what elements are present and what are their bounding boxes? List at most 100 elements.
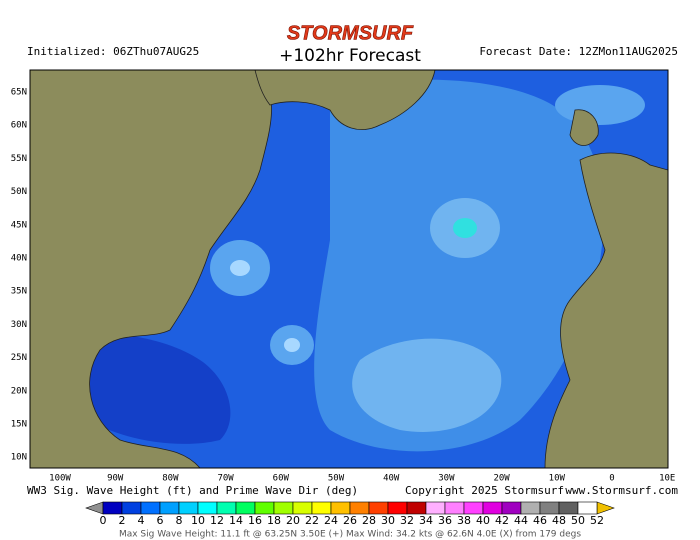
colorbar-label: 8 bbox=[176, 514, 183, 527]
lon-label: 100W bbox=[49, 474, 71, 484]
colorbar-swatch bbox=[292, 501, 313, 515]
colorbar-swatch bbox=[102, 501, 123, 515]
footer: Max Sig Wave Height: 11.1 ft @ 63.25N 3.… bbox=[119, 530, 581, 540]
colorbar-label: 52 bbox=[590, 514, 604, 527]
colorbar-label: 32 bbox=[400, 514, 414, 527]
land-europe-africa bbox=[544, 152, 669, 469]
colorbar-label: 22 bbox=[305, 514, 319, 527]
gulf-region bbox=[80, 333, 231, 444]
colorbar: 0 2 4 6 8 10 12 14 16 18 20 22 24 26 28 30 32 34 36 38 40 42 4… bbox=[85, 501, 615, 527]
swell-core bbox=[453, 218, 477, 238]
lon-label: 10W bbox=[549, 474, 566, 484]
colorbar-label: 4 bbox=[138, 514, 145, 527]
lon-label: 70W bbox=[217, 474, 234, 484]
lat-labels: 65N 60N 55N 50N 45N 40N 35N 30N 25N 20N 15N 10N bbox=[11, 88, 27, 463]
colorbar-swatch bbox=[368, 501, 389, 515]
colorbar-label: 50 bbox=[571, 514, 585, 527]
colorbar-label: 28 bbox=[362, 514, 376, 527]
colorbar-label: 44 bbox=[514, 514, 528, 527]
colorbar-label: 34 bbox=[419, 514, 433, 527]
colorbar-label: 20 bbox=[286, 514, 300, 527]
caption-copyright: Copyright 2025 Stormsurf bbox=[405, 484, 564, 497]
title: +102hr Forecast bbox=[279, 46, 421, 66]
colorbar-swatch bbox=[235, 501, 256, 515]
lat-label: 20N bbox=[11, 386, 27, 396]
colorbar-label: 42 bbox=[495, 514, 509, 527]
lat-label: 35N bbox=[11, 287, 27, 297]
colorbar-swatch bbox=[406, 501, 427, 515]
colorbar-swatch bbox=[216, 501, 237, 515]
colorbar-swatch bbox=[463, 501, 484, 515]
colorbar-label: 26 bbox=[343, 514, 357, 527]
colorbar-label: 14 bbox=[229, 514, 243, 527]
colorbar-swatch bbox=[330, 501, 351, 515]
lat-label: 45N bbox=[11, 220, 27, 230]
colorbar-swatch bbox=[121, 501, 142, 515]
map: 65N 60N 55N 50N 45N 40N 35N 30N 25N 20N 15N 10N 100… bbox=[11, 69, 675, 484]
colorbar-swatch bbox=[558, 501, 579, 515]
colorbar-label: 38 bbox=[457, 514, 471, 527]
colorbar-swatch bbox=[178, 501, 199, 515]
lat-label: 65N bbox=[11, 88, 27, 98]
colorbar-label: 40 bbox=[476, 514, 490, 527]
colorbar-swatch bbox=[387, 501, 408, 515]
caption-website: www.Stormsurf.com bbox=[565, 484, 678, 497]
swell-region bbox=[555, 85, 645, 125]
colorbar-label: 2 bbox=[119, 514, 126, 527]
land-north-america bbox=[29, 69, 272, 469]
map-frame bbox=[29, 69, 669, 469]
land-greenland bbox=[254, 69, 436, 130]
colorbar-label: 12 bbox=[210, 514, 224, 527]
lon-label: 0 bbox=[609, 474, 614, 484]
land-iceland bbox=[569, 109, 599, 146]
lon-label: 20W bbox=[493, 474, 510, 484]
colorbar-swatch bbox=[520, 501, 541, 515]
colorbar-swatch bbox=[425, 501, 446, 515]
forecast-date: Forecast Date: 12ZMon11AUG2025 bbox=[479, 45, 678, 58]
colorbar-swatch bbox=[349, 501, 370, 515]
colorbar-swatch bbox=[501, 501, 522, 515]
colorbar-label: 36 bbox=[438, 514, 452, 527]
lat-label: 60N bbox=[11, 121, 27, 131]
lat-label: 55N bbox=[11, 154, 27, 164]
colorbar-swatch bbox=[140, 501, 161, 515]
swell-core bbox=[230, 260, 250, 276]
lon-label: 30W bbox=[438, 474, 455, 484]
colorbar-swatch bbox=[444, 501, 465, 515]
colorbar-label: 18 bbox=[267, 514, 281, 527]
lat-label: 30N bbox=[11, 320, 27, 330]
colorbar-label: 16 bbox=[248, 514, 262, 527]
colorbar-arrow-high bbox=[596, 501, 615, 515]
lat-label: 50N bbox=[11, 187, 27, 197]
colorbar-swatch bbox=[539, 501, 560, 515]
lon-label: 60W bbox=[273, 474, 290, 484]
colorbar-swatch bbox=[254, 501, 275, 515]
swell-core bbox=[284, 338, 300, 352]
initialized: Initialized: 06ZThu07AUG25 bbox=[27, 45, 199, 58]
colorbar-label: 48 bbox=[552, 514, 566, 527]
colorbar-swatch bbox=[159, 501, 180, 515]
colorbar-label: 10 bbox=[191, 514, 205, 527]
colorbar-swatch bbox=[197, 501, 218, 515]
colorbar-label: 30 bbox=[381, 514, 395, 527]
lat-label: 10N bbox=[11, 453, 27, 463]
colorbar-label: 46 bbox=[533, 514, 547, 527]
lat-label: 25N bbox=[11, 353, 27, 363]
lon-label: 40W bbox=[383, 474, 400, 484]
colorbar-label: 0 bbox=[100, 514, 107, 527]
lon-labels: 100W 90W 80W 70W 60W 50W 40W 30W 20W 10W 0 10E bbox=[49, 474, 675, 484]
colorbar-swatch bbox=[482, 501, 503, 515]
logo: STORMSURF bbox=[287, 22, 414, 44]
caption-description: WW3 Sig. Wave Height (ft) and Prime Wave… bbox=[27, 484, 358, 497]
colorbar-swatch bbox=[311, 501, 332, 515]
lat-label: 40N bbox=[11, 254, 27, 264]
lon-label: 10E bbox=[659, 474, 675, 484]
colorbar-swatch bbox=[273, 501, 294, 515]
colorbar-label: 24 bbox=[324, 514, 338, 527]
colorbar-arrow-low bbox=[85, 501, 104, 515]
colorbar-label: 6 bbox=[157, 514, 164, 527]
lat-label: 15N bbox=[11, 420, 27, 430]
swell-region bbox=[352, 338, 502, 432]
lon-label: 50W bbox=[328, 474, 345, 484]
